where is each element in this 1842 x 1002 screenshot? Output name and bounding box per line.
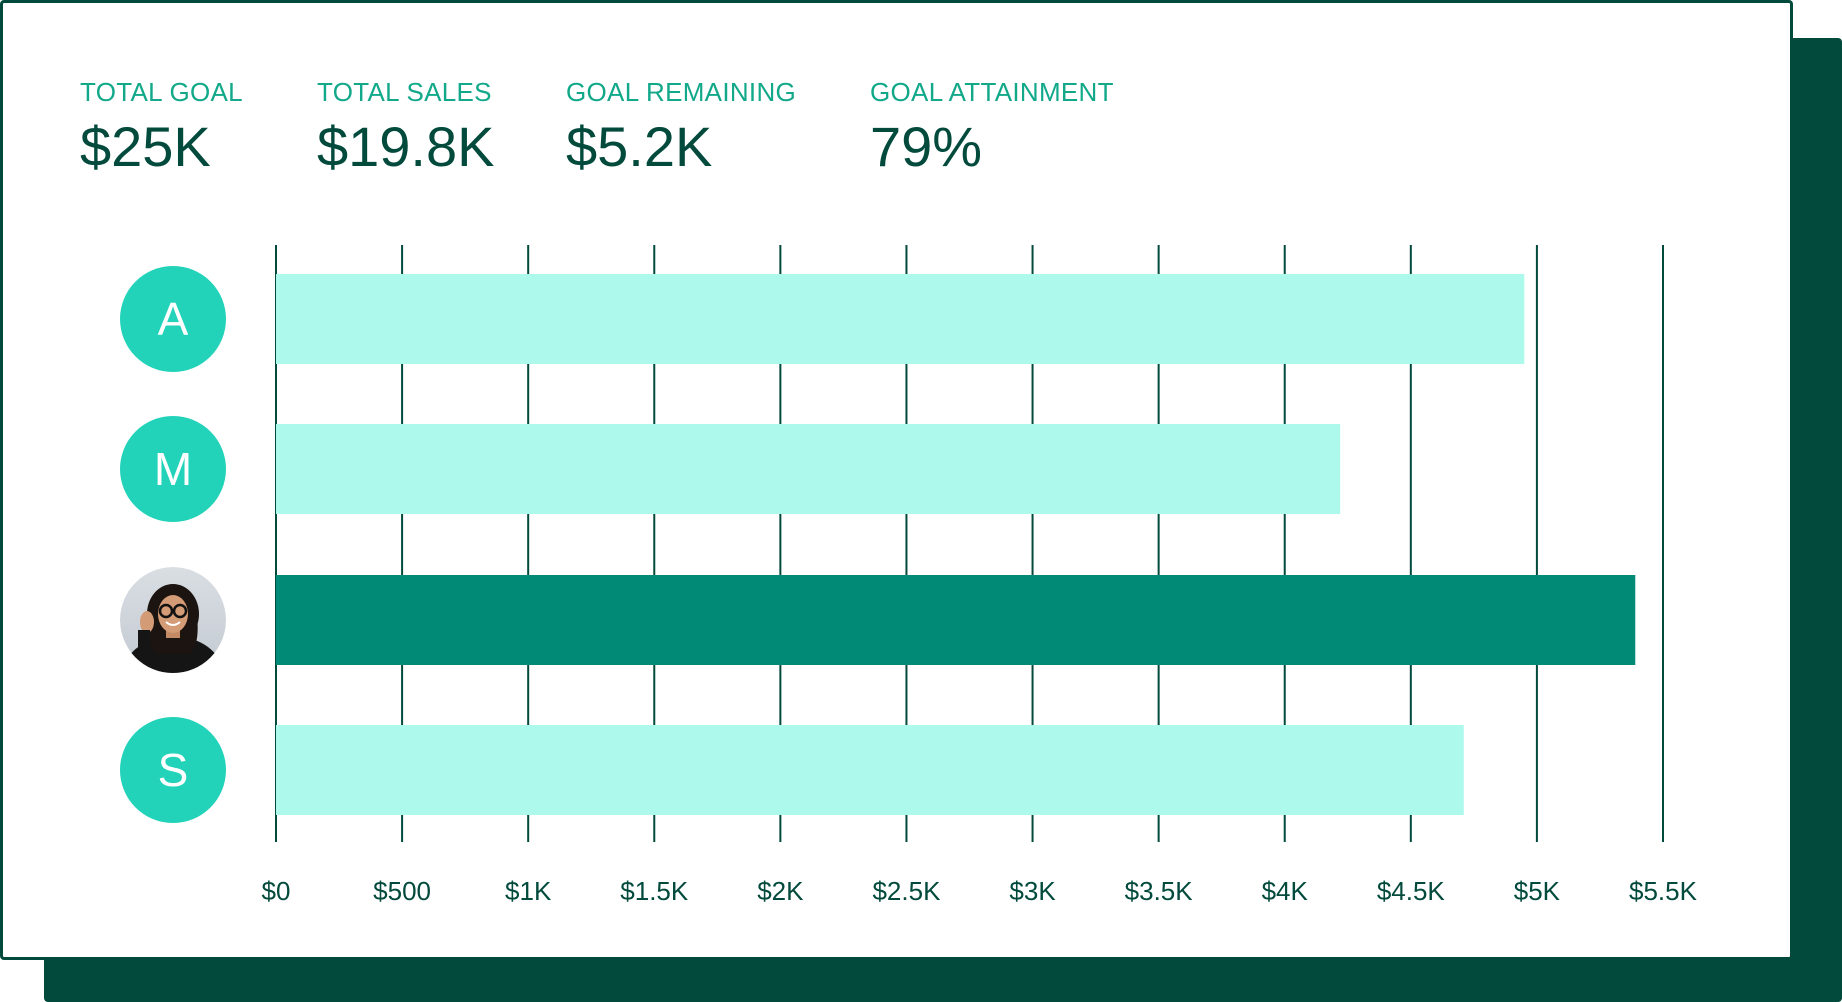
bars: [276, 274, 1636, 815]
kpi-value: $25K: [80, 115, 211, 178]
bar[interactable]: [276, 424, 1341, 514]
x-tick-label: $2.5K: [872, 876, 941, 906]
kpi-goal-remaining: GOAL REMAINING $5.2K: [566, 77, 796, 179]
avatar-initial: S: [158, 744, 189, 796]
x-tick-label: $2K: [757, 876, 804, 906]
kpi-total-goal: TOTAL GOAL $25K: [80, 77, 243, 179]
kpi-goal-attainment: GOAL ATTAINMENT 79%: [870, 77, 1114, 179]
avatar[interactable]: [120, 717, 226, 823]
x-tick-label: $1.5K: [620, 876, 689, 906]
kpi-total-sales: TOTAL SALES $19.8K: [317, 77, 495, 179]
avatar[interactable]: [120, 416, 226, 522]
kpi-label: TOTAL GOAL: [80, 77, 243, 107]
kpi-label: GOAL ATTAINMENT: [870, 77, 1114, 107]
x-tick-label: $5.5K: [1629, 876, 1698, 906]
kpi-value: 79%: [870, 115, 983, 178]
avatar-initial: M: [154, 443, 192, 495]
avatar-photo[interactable]: [118, 567, 228, 680]
bar[interactable]: [276, 274, 1525, 364]
x-tick-label: $500: [373, 876, 431, 906]
x-tick-label: $5K: [1514, 876, 1561, 906]
x-tick-label: $4.5K: [1377, 876, 1446, 906]
kpi-label: GOAL REMAINING: [566, 77, 797, 107]
x-tick-label: $4K: [1262, 876, 1309, 906]
kpi-value: $19.8K: [317, 115, 495, 178]
x-tick-label: $0: [262, 876, 291, 906]
kpi-label: TOTAL SALES: [317, 77, 492, 107]
x-tick-label: $1K: [505, 876, 552, 906]
x-tick-label: $3K: [1009, 876, 1056, 906]
x-axis-tick-labels: $0 $500 $1K $1.5K $2K $2.5K $3K $3.5K $4K $4.5K $5…: [262, 876, 1698, 906]
avatar-initial: A: [158, 293, 189, 345]
avatar[interactable]: [120, 266, 226, 372]
kpi-value: $5.2K: [566, 115, 713, 178]
x-tick-label: $3.5K: [1125, 876, 1194, 906]
bar[interactable]: [276, 725, 1464, 815]
avatars: A M S: [118, 266, 228, 823]
bar[interactable]: [276, 575, 1636, 665]
